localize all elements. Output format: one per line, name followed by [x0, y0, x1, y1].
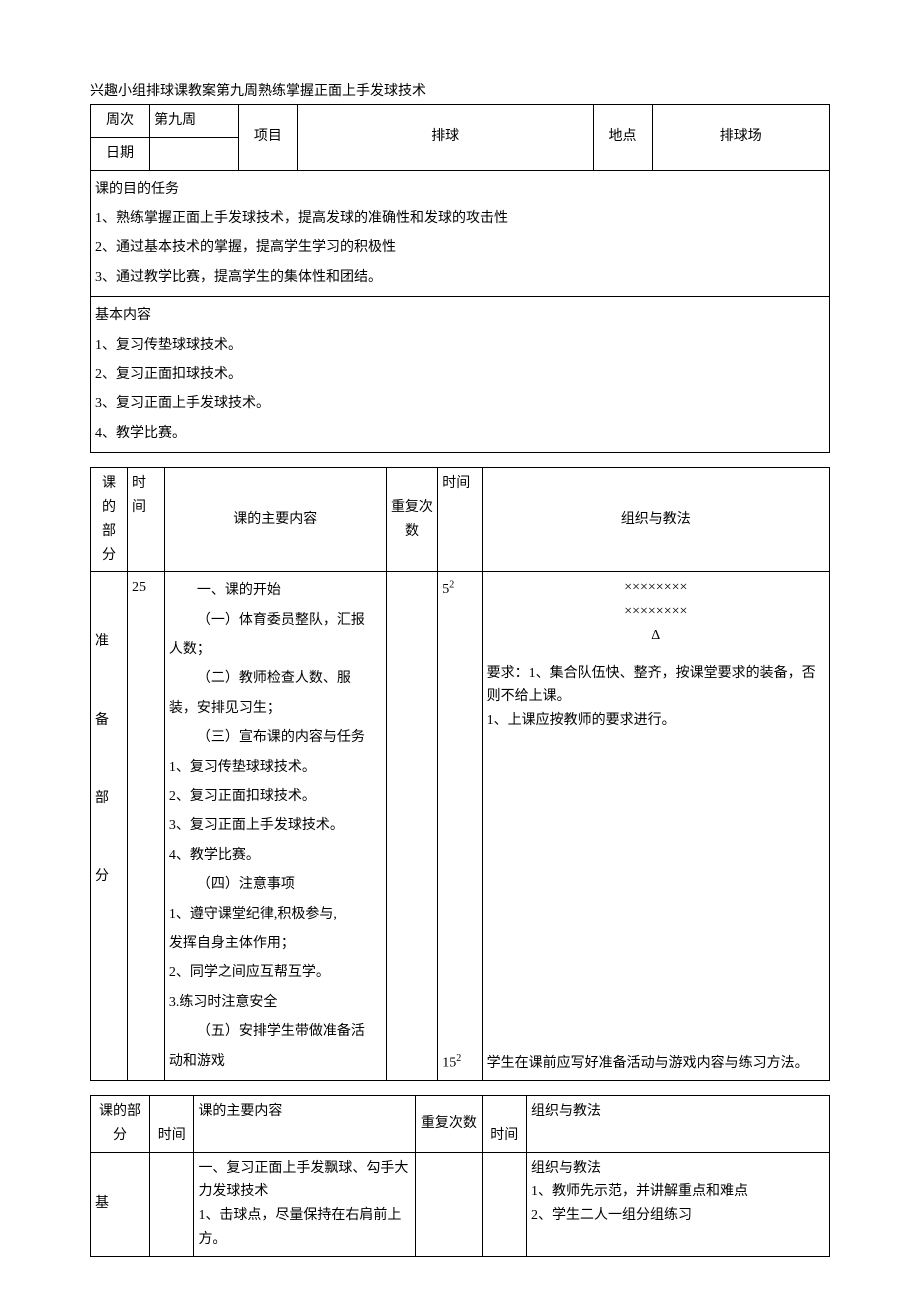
content-line: 一、复习正面上手发飘球、勾手大力发球技术 — [198, 1157, 411, 1205]
col-part: 课的部分 — [91, 1095, 150, 1152]
col-time1: 时间 — [127, 468, 164, 572]
date-value — [150, 137, 239, 170]
part-cell: 准 备 部 分 — [91, 572, 128, 1081]
content-line: 4、教学比赛。 — [169, 841, 382, 870]
basics-line: 3、复习正面上手发球技术。 — [95, 389, 825, 418]
time2-cell: 52 152 — [438, 572, 482, 1081]
col-part: 课的部分 — [91, 468, 128, 572]
content-line: （三）宣布课的内容与任务 — [169, 723, 382, 752]
reps-cell — [416, 1152, 483, 1256]
content-line: 装，安排见习生； — [169, 694, 382, 723]
time2-bot: 152 — [442, 1050, 461, 1075]
objective-line: 1、熟练掌握正面上手发球技术，提高发球的准确性和发球的攻击性 — [95, 204, 825, 233]
col-content: 课的主要内容 — [194, 1095, 416, 1152]
basics-cell: 基本内容 1、复习传垫球球技术。 2、复习正面扣球技术。 3、复习正面上手发球技… — [91, 297, 830, 453]
col-method: 组织与教法 — [482, 468, 829, 572]
week-value: 第九周 — [150, 105, 239, 138]
basics-line: 4、教学比赛。 — [95, 419, 825, 448]
lesson-table-2: 课的部分 时间 课的主要内容 重复次数 时间 组织与教法 准 备 部 分 25 … — [90, 467, 830, 1081]
date-label: 日期 — [91, 137, 150, 170]
content-line: 1、复习传垫球球技术。 — [169, 753, 382, 782]
place-label: 地点 — [593, 105, 652, 171]
method-line: 1、教师先示范，并讲解重点和难点 — [531, 1180, 825, 1204]
content-line: 人数； — [169, 635, 382, 664]
content-cell: 一、复习正面上手发飘球、勾手大力发球技术 1、击球点，尽量保持在右肩前上方。 — [194, 1152, 416, 1256]
basics-line: 2、复习正面扣球技术。 — [95, 360, 825, 389]
content-line: 1、遵守课堂纪律,积极参与, — [169, 900, 382, 929]
time1-cell: 25 — [127, 572, 164, 1081]
col-content: 课的主要内容 — [164, 468, 386, 572]
col-time1: 时间 — [150, 1095, 194, 1152]
part-cell: 基 — [91, 1152, 150, 1256]
method-cell: 组织与教法 1、教师先示范，并讲解重点和难点 2、学生二人一组分组练习 — [526, 1152, 829, 1256]
objective-line: 3、通过教学比赛，提高学生的集体性和团结。 — [95, 263, 825, 292]
place-value: 排球场 — [652, 105, 829, 171]
reps-cell — [386, 572, 438, 1081]
basics-line: 1、复习传垫球球技术。 — [95, 331, 825, 360]
content-line: 发挥自身主体作用； — [169, 929, 382, 958]
header-table: 周次 第九周 项目 排球 地点 排球场 日期 课的目的任务 1、熟练掌握正面上手… — [90, 104, 830, 453]
formation-line: ×××××××× — [487, 576, 825, 600]
time2-top: 52 — [442, 582, 454, 597]
content-line: 动和游戏 — [169, 1047, 382, 1076]
lesson-table-3: 课的部分 时间 课的主要内容 重复次数 时间 组织与教法 基 一、复习正面上手发… — [90, 1095, 830, 1257]
content-line: 2、同学之间应互帮互学。 — [169, 958, 382, 987]
week-label: 周次 — [91, 105, 150, 138]
item-value: 排球 — [297, 105, 593, 171]
content-line: （五）安排学生带做准备活 — [169, 1017, 382, 1046]
objectives-cell: 课的目的任务 1、熟练掌握正面上手发球技术，提高发球的准确性和发球的攻击性 2、… — [91, 170, 830, 297]
content-line: 3.练习时注意安全 — [169, 988, 382, 1017]
objectives-heading: 课的目的任务 — [95, 175, 825, 204]
method-line: 2、学生二人一组分组练习 — [531, 1204, 825, 1228]
content-line: 3、复习正面上手发球技术。 — [169, 811, 382, 840]
method-bottom: 学生在课前应写好准备活动与游戏内容与练习方法。 — [487, 1052, 825, 1076]
time2-cell — [482, 1152, 526, 1256]
content-line: 2、复习正面扣球技术。 — [169, 782, 382, 811]
time1-cell — [150, 1152, 194, 1256]
method-req-line: 要求：1、集合队伍快、整齐，按课堂要求的装备，否则不给上课。 — [487, 662, 825, 710]
formation-line: ×××××××× — [487, 600, 825, 624]
content-line: （四）注意事项 — [169, 870, 382, 899]
basics-heading: 基本内容 — [95, 301, 825, 330]
item-label: 项目 — [238, 105, 297, 171]
content-line: 1、击球点，尽量保持在右肩前上方。 — [198, 1204, 411, 1252]
method-cell: ×××××××× ×××××××× Δ 要求：1、集合队伍快、整齐，按课堂要求的… — [482, 572, 829, 1081]
content-line: （二）教师检查人数、服 — [169, 664, 382, 693]
formation-line: Δ — [487, 624, 825, 648]
content-line: （一）体育委员整队，汇报 — [169, 606, 382, 635]
col-reps: 重复次数 — [386, 468, 438, 572]
method-line: 组织与教法 — [531, 1157, 825, 1181]
objective-line: 2、通过基本技术的掌握，提高学生学习的积极性 — [95, 233, 825, 262]
col-method: 组织与教法 — [526, 1095, 829, 1152]
content-cell: 一、课的开始 （一）体育委员整队，汇报 人数； （二）教师检查人数、服 装，安排… — [164, 572, 386, 1081]
method-req-line: 1、上课应按教师的要求进行。 — [487, 709, 825, 733]
col-time2: 时间 — [482, 1095, 526, 1152]
col-time2: 时间 — [438, 468, 482, 572]
col-reps: 重复次数 — [416, 1095, 483, 1152]
document-title: 兴趣小组排球课教案第九周熟练掌握正面上手发球技术 — [90, 80, 830, 100]
content-line: 一、课的开始 — [169, 576, 382, 605]
